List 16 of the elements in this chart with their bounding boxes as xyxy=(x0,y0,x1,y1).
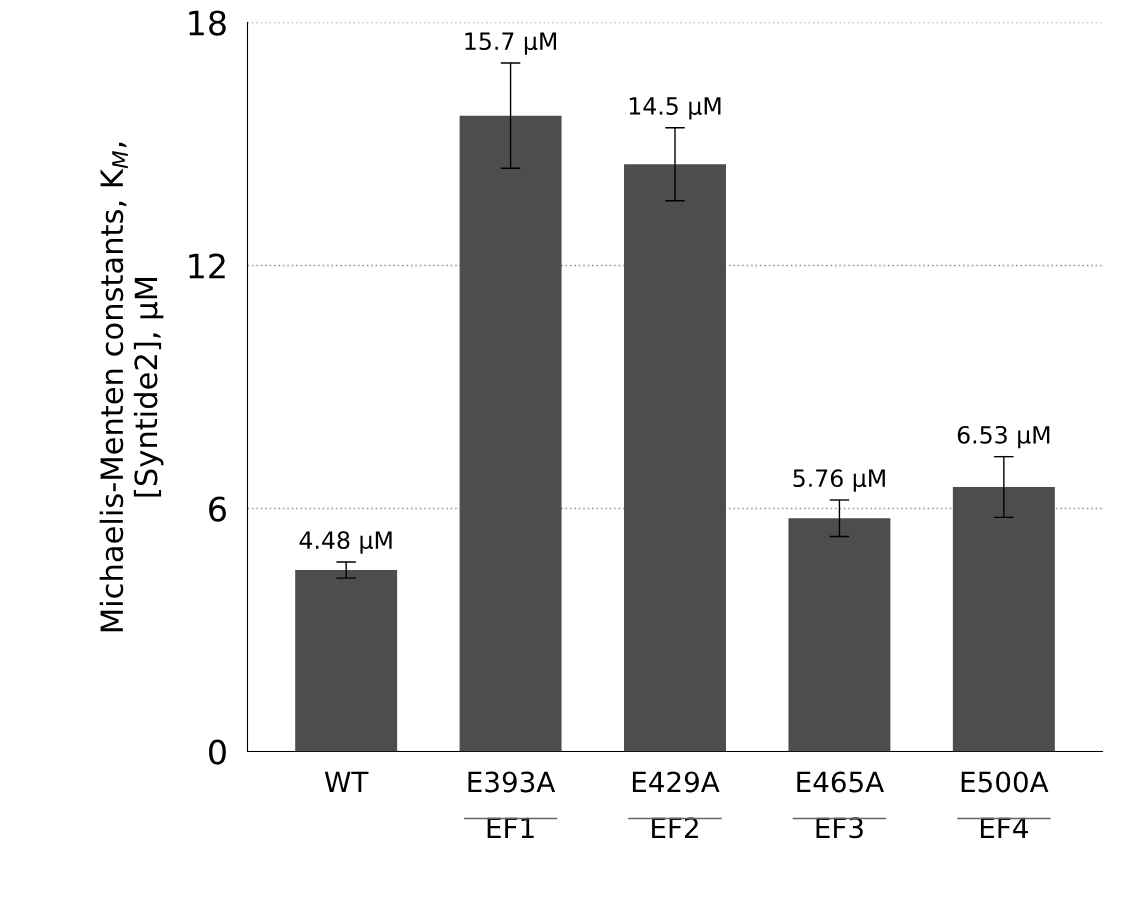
y-tick-label: 12 xyxy=(189,253,225,279)
x-tick-label: WT xyxy=(324,771,369,793)
y-tick-label: 0 xyxy=(209,739,226,765)
data-label: 15.7 µM xyxy=(465,32,557,55)
bar xyxy=(295,570,398,752)
text: Michaelis-Menten constants, K$_{M}$, [Syntide2], µM xyxy=(99,142,164,632)
data-label: 4.48 µM xyxy=(299,531,392,554)
bar xyxy=(788,518,891,752)
y-tick-label: 6 xyxy=(209,496,226,522)
bar xyxy=(624,164,726,752)
data-label: 6.53 µM xyxy=(957,425,1050,449)
bar xyxy=(952,487,1055,752)
y-tick-label: 18 xyxy=(189,10,226,36)
bar xyxy=(459,115,562,752)
data-label: 14.5 µM xyxy=(629,97,721,120)
data-label: 5.76 µM xyxy=(793,469,885,492)
